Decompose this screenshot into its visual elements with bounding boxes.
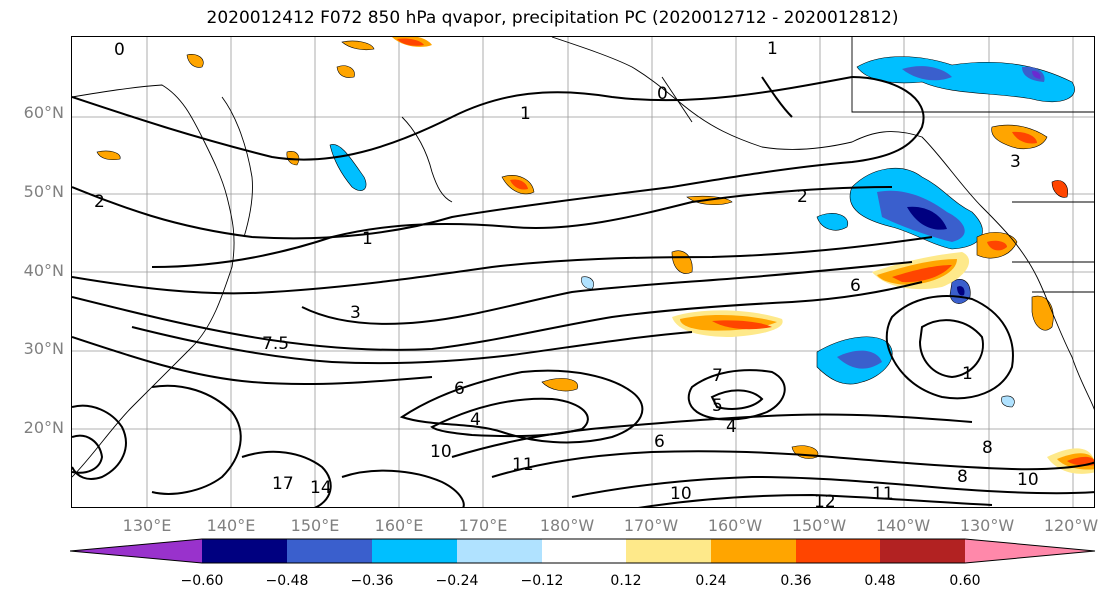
contour-lines [72, 76, 1094, 507]
colorbar-tick-label: 0.12 [610, 573, 642, 589]
contour-label: 14 [310, 478, 332, 498]
colorbar-outline [70, 538, 1096, 564]
contour-label: 8 [982, 438, 993, 458]
lon-label: 130°W [959, 516, 1015, 535]
precip-negative-shading [329, 56, 1075, 408]
contour-label: 10 [1017, 470, 1039, 490]
lon-label: 130°E [122, 516, 172, 535]
colorbar-tick-label: −0.36 [350, 573, 394, 589]
contour-label: 1 [520, 104, 531, 124]
colorbar-segment [287, 539, 372, 563]
colorbar-tick-label: 0.24 [695, 573, 727, 589]
colorbar-tick-label: 0.36 [780, 573, 812, 589]
colorbar-segment [372, 539, 457, 563]
lon-label: 140°W [875, 516, 931, 535]
contour-label: 1 [962, 364, 973, 384]
colorbar-segment [457, 539, 542, 563]
map-canvas: 0 0 1 1 2 2 3 3 1 1 6 6 5 7 8 10 11 10 1… [72, 37, 1094, 508]
lat-label: 40°N [23, 261, 64, 280]
colorbar-segment [202, 539, 287, 563]
lat-label: 20°N [23, 418, 64, 437]
contour-label: 5 [712, 396, 723, 416]
contour-label-group: 0 0 1 1 2 2 3 3 1 1 6 6 5 7 8 10 11 10 1… [94, 39, 1039, 508]
lon-label: 170°E [458, 516, 508, 535]
precip-positive-shading [96, 37, 1094, 474]
lon-label: 140°E [206, 516, 256, 535]
colorbar-tick-label: −0.48 [265, 573, 309, 589]
colorbar [70, 538, 1096, 564]
contour-label: 7 [712, 366, 723, 386]
contour-label: 1 [767, 39, 778, 59]
lon-label: 150°E [290, 516, 340, 535]
contour-label: 17 [272, 474, 294, 494]
colorbar-segment [70, 539, 202, 563]
colorbar-segment [711, 539, 796, 563]
colorbar-tick-label: 0.60 [949, 573, 981, 589]
lat-label: 60°N [23, 103, 64, 122]
lat-label: 50°N [23, 182, 64, 201]
lon-label: 120°W [1043, 516, 1099, 535]
contour-label: 6 [850, 276, 861, 296]
contour-label: 8 [957, 467, 968, 487]
lon-label: 170°W [623, 516, 679, 535]
contour-label: 2 [797, 187, 808, 207]
colorbar-tick-label: −0.12 [520, 573, 564, 589]
contour-label: 6 [454, 379, 465, 399]
contour-label: 0 [657, 84, 668, 104]
coastlines [72, 37, 1094, 478]
contour-label: 12 [814, 492, 836, 508]
contour-label: 0 [114, 40, 125, 60]
lon-label: 150°W [791, 516, 847, 535]
contour-label: 1 [362, 229, 373, 249]
lat-label: 30°N [23, 339, 64, 358]
lon-label: 180°W [539, 516, 595, 535]
contour-label: 6 [654, 432, 665, 452]
colorbar-segment [880, 539, 965, 563]
contour-label: 3 [1010, 152, 1021, 172]
contour-label: 7.5 [262, 334, 289, 354]
map-title: 2020012412 F072 850 hPa qvapor, precipit… [206, 8, 899, 28]
colorbar-segment [626, 539, 711, 563]
contour-label: 11 [872, 484, 894, 504]
contour-label: 10 [430, 442, 452, 462]
colorbar-tick-label: 0.48 [864, 573, 896, 589]
contour-label: 4 [726, 417, 737, 437]
contour-label: 10 [670, 484, 692, 504]
contour-label: 11 [512, 455, 534, 475]
colorbar-segment [796, 539, 880, 563]
colorbar-tick-label: −0.24 [435, 573, 479, 589]
lon-label: 160°W [707, 516, 763, 535]
colorbar-segment [542, 539, 626, 563]
colorbar-tick-label: −0.60 [180, 573, 224, 589]
map-plot-area: 0 0 1 1 2 2 3 3 1 1 6 6 5 7 8 10 11 10 1… [71, 36, 1095, 508]
contour-label: 2 [94, 192, 105, 212]
lon-label: 160°E [374, 516, 424, 535]
contour-label: 3 [350, 303, 361, 323]
contour-label: 4 [470, 410, 481, 430]
colorbar-segment [965, 539, 1095, 563]
